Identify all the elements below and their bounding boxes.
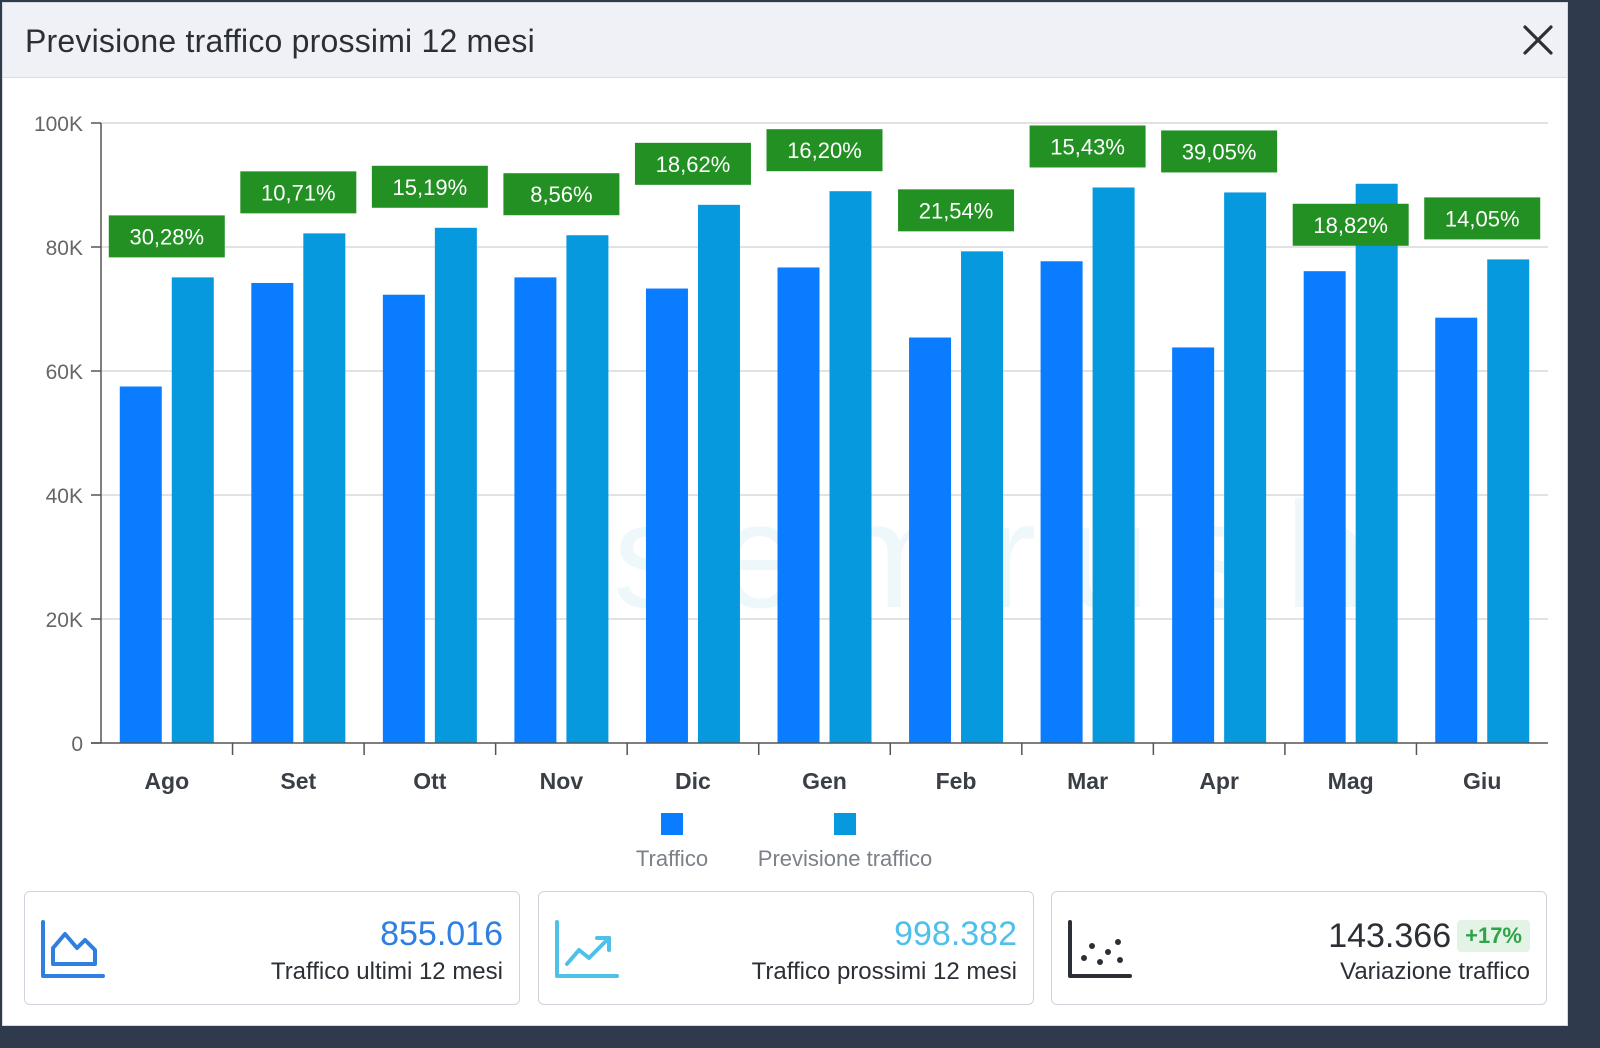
traffic-change-badge: +17% <box>1457 920 1530 953</box>
bar-previsione[interactable] <box>1092 187 1135 744</box>
y-tick-label: 60K <box>46 361 83 384</box>
legend: Traffico Previsione traffico <box>636 813 932 871</box>
bar-previsione[interactable] <box>1487 259 1530 743</box>
past-traffic-value: 855.016 <box>380 915 503 953</box>
modal-title: Previsione traffico prossimi 12 mesi <box>25 23 535 59</box>
x-tick-label: Mag <box>1328 768 1374 794</box>
future-traffic-value: 998.382 <box>894 915 1017 953</box>
bar-traffico[interactable] <box>1040 261 1083 743</box>
change-label-box <box>1161 130 1278 173</box>
change-label: 10,71% <box>261 180 336 205</box>
scatter-chart-icon <box>1068 920 1132 978</box>
bar-previsione[interactable] <box>961 251 1004 743</box>
change-label: 21,54% <box>919 198 994 223</box>
change-labels: 30,28% 10,71% 15,19% 8,56% 18,62% 16,20% 21,54… <box>108 125 1541 258</box>
change-label-box <box>766 129 883 172</box>
x-tick-label: Giu <box>1463 768 1501 794</box>
trending-up-icon <box>555 920 619 978</box>
x-tick-label: Apr <box>1199 768 1239 794</box>
bar-traffico[interactable] <box>909 337 952 743</box>
change-label-box <box>371 165 488 208</box>
modal-header: Previsione traffico prossimi 12 mesi <box>3 3 1567 78</box>
future-traffic-label: Traffico prossimi 12 mesi <box>751 958 1017 985</box>
bar-traffico[interactable] <box>777 267 820 743</box>
change-label: 18,82% <box>1313 213 1388 238</box>
bar-previsione[interactable] <box>171 277 214 743</box>
x-tick-label: Feb <box>936 768 977 794</box>
y-tick-label: 20K <box>46 609 83 632</box>
change-label-box <box>1029 125 1146 168</box>
bars <box>119 183 1530 744</box>
bar-previsione[interactable] <box>303 233 346 744</box>
bar-traffico[interactable] <box>119 386 162 744</box>
change-label: 39,05% <box>1182 139 1257 164</box>
change-label-box <box>898 189 1015 232</box>
legend-swatch-traffico <box>661 813 683 835</box>
y-tick-label: 0 <box>71 733 83 756</box>
card-past-traffic: 855.016 Traffico ultimi 12 mesi <box>24 891 520 1005</box>
x-tick-label: Dic <box>675 768 711 794</box>
change-label: 15,19% <box>393 175 468 200</box>
card-future-traffic: 998.382 Traffico prossimi 12 mesi <box>538 891 1034 1005</box>
legend-swatch-previsione <box>834 813 856 835</box>
x-tick-label: Ott <box>413 768 447 794</box>
bar-traffico[interactable] <box>1172 347 1215 743</box>
bar-traffico[interactable] <box>1435 317 1478 743</box>
change-label: 30,28% <box>129 224 204 249</box>
forecast-modal: Previsione traffico prossimi 12 mesi sem… <box>2 2 1568 1026</box>
traffic-change-value: 143.366 <box>1328 917 1452 956</box>
change-label-box <box>108 215 225 258</box>
x-tick-label: Gen <box>802 768 847 794</box>
change-label-box <box>240 171 357 214</box>
y-tick-label: 40K <box>46 485 83 508</box>
bar-previsione[interactable] <box>434 227 477 743</box>
change-label: 18,62% <box>656 152 731 177</box>
axes: 0 20K 40K 60K 80K 100K Ago Set Ott Nov Dic Gen Feb Ma… <box>34 113 1548 794</box>
bar-traffico[interactable] <box>382 294 425 743</box>
bar-traffico[interactable] <box>1303 271 1346 743</box>
x-tick-label: Ago <box>144 768 189 794</box>
bar-previsione[interactable] <box>566 235 609 743</box>
card-traffic-change: 143.366 +17% Variazione traffico <box>1051 891 1547 1005</box>
change-label: 15,43% <box>1050 134 1125 159</box>
area-chart-icon <box>41 920 105 978</box>
traffic-change-label: Variazione traffico <box>1340 958 1530 985</box>
bar-previsione[interactable] <box>829 191 872 743</box>
bar-traffico[interactable] <box>514 277 557 743</box>
change-label-box <box>1292 203 1409 246</box>
bar-previsione[interactable] <box>1355 183 1398 743</box>
change-label-box <box>634 142 751 185</box>
x-tick-label: Set <box>280 768 316 794</box>
change-label-box <box>1424 197 1541 240</box>
x-tick-label: Mar <box>1067 768 1108 794</box>
x-tick-label: Nov <box>540 768 584 794</box>
bar-previsione[interactable] <box>697 204 740 744</box>
change-label: 16,20% <box>787 138 862 163</box>
bar-traffico[interactable] <box>645 288 688 743</box>
change-label: 14,05% <box>1445 206 1520 231</box>
bar-previsione[interactable] <box>1224 192 1267 743</box>
legend-label-previsione: Previsione traffico <box>758 846 932 871</box>
bar-traffico[interactable] <box>251 282 294 743</box>
y-tick-label: 80K <box>46 237 83 260</box>
y-tick-label: 100K <box>34 113 83 136</box>
past-traffic-label: Traffico ultimi 12 mesi <box>270 958 503 985</box>
close-icon[interactable] <box>1521 23 1555 57</box>
legend-label-traffico: Traffico <box>636 846 708 871</box>
change-label-box <box>503 173 620 216</box>
traffic-change-value-row: 143.366 +17% <box>1328 914 1530 956</box>
change-label: 8,56% <box>530 182 592 207</box>
